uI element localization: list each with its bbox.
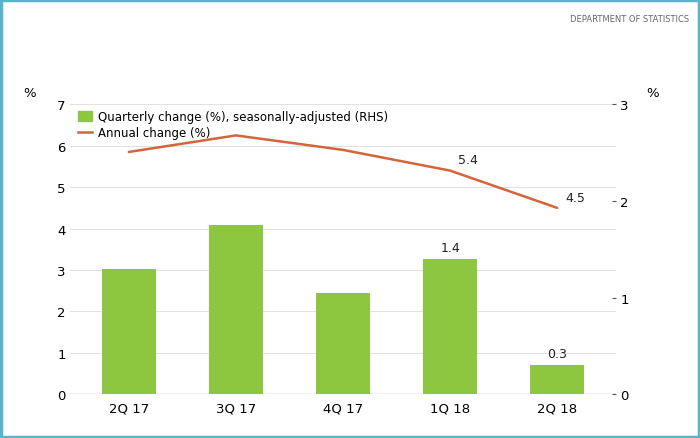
Text: 0.3: 0.3: [547, 347, 567, 360]
Text: 4.5: 4.5: [566, 191, 585, 204]
Bar: [531, 365, 584, 394]
Text: 1.4: 1.4: [440, 241, 460, 254]
Legend: Quarterly change (%), seasonally-adjusted (RHS), Annual change (%): Quarterly change (%), seasonally-adjuste…: [76, 108, 391, 142]
Text: DEPARTMENT OF STATISTICS: DEPARTMENT OF STATISTICS: [570, 15, 690, 25]
Bar: [102, 269, 155, 394]
Text: %: %: [24, 86, 36, 99]
Bar: [316, 293, 370, 394]
Text: Continued growth in 2Q 2018, albeit at a slower pace: Continued growth in 2Q 2018, albeit at a…: [8, 44, 596, 63]
Text: 5.4: 5.4: [458, 154, 478, 167]
Bar: [424, 259, 477, 394]
Bar: [209, 226, 262, 394]
Text: %: %: [646, 86, 659, 99]
